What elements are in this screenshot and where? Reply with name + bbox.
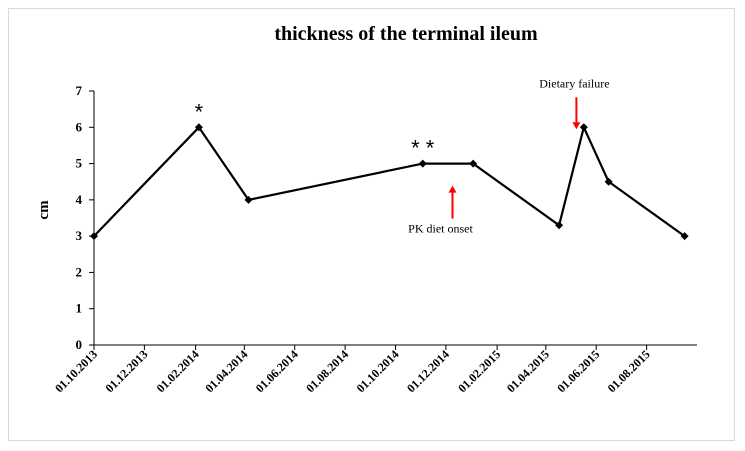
x-tick-label: 01.10.2014 — [354, 347, 402, 395]
data-point-marker — [244, 195, 253, 204]
significance-star: * * — [411, 136, 435, 161]
annotation-label: PK diet onset — [408, 222, 473, 236]
data-point-marker — [604, 177, 613, 186]
data-point-marker — [680, 232, 689, 241]
data-point-marker — [90, 232, 98, 241]
annotations: * * * PK diet onset Dietary failure — [195, 76, 610, 235]
x-tick-label: 01.02.2014 — [154, 347, 202, 395]
x-tick-label: 01.04.2015 — [504, 347, 552, 395]
y-tick-label: 1 — [76, 301, 83, 316]
x-tick-labels: 01.10.2013 01.12.2013 01.02.2014 01.04.2014… — [52, 347, 653, 395]
data-point-marker — [555, 221, 564, 230]
x-tick-label: 01.06.2015 — [554, 347, 602, 395]
chart-title: thickness of the terminal ileum — [274, 23, 538, 45]
x-tick-label: 01.08.2014 — [303, 347, 351, 395]
y-tick-label: 0 — [76, 337, 83, 352]
x-tick-label: 01.06.2014 — [253, 347, 301, 395]
x-tick-label: 01.12.2014 — [404, 347, 452, 395]
y-tick-label: 5 — [76, 156, 83, 171]
data-point-marker — [469, 159, 478, 168]
x-tick-label: 01.12.2013 — [102, 347, 150, 395]
annotation-label: Dietary failure — [539, 76, 609, 90]
arrow-up-head — [448, 185, 457, 193]
x-tick-label: 01.10.2013 — [52, 347, 100, 395]
axes — [89, 90, 697, 350]
x-tick-label: 01.02.2015 — [455, 347, 503, 395]
chart-frame — [8, 8, 735, 441]
x-tick-label: 01.04.2014 — [202, 347, 250, 395]
data-point-marker — [194, 123, 203, 132]
data-point-marker — [418, 159, 427, 168]
x-tick-label: 01.08.2015 — [605, 347, 653, 395]
y-tick-label: 7 — [76, 83, 83, 98]
arrow-down-head — [572, 122, 581, 130]
series-line — [93, 123, 686, 237]
y-tick-label: 4 — [76, 192, 83, 207]
y-tick-label: 3 — [76, 228, 83, 243]
data-point-marker — [579, 123, 588, 132]
y-tick-label: 2 — [76, 264, 83, 279]
y-tick-labels: 0 1 2 3 4 5 6 7 — [76, 83, 83, 352]
series-group — [90, 123, 689, 241]
y-axis-label: cm — [36, 200, 52, 220]
significance-star: * — [195, 99, 204, 124]
y-tick-label: 6 — [76, 119, 83, 134]
